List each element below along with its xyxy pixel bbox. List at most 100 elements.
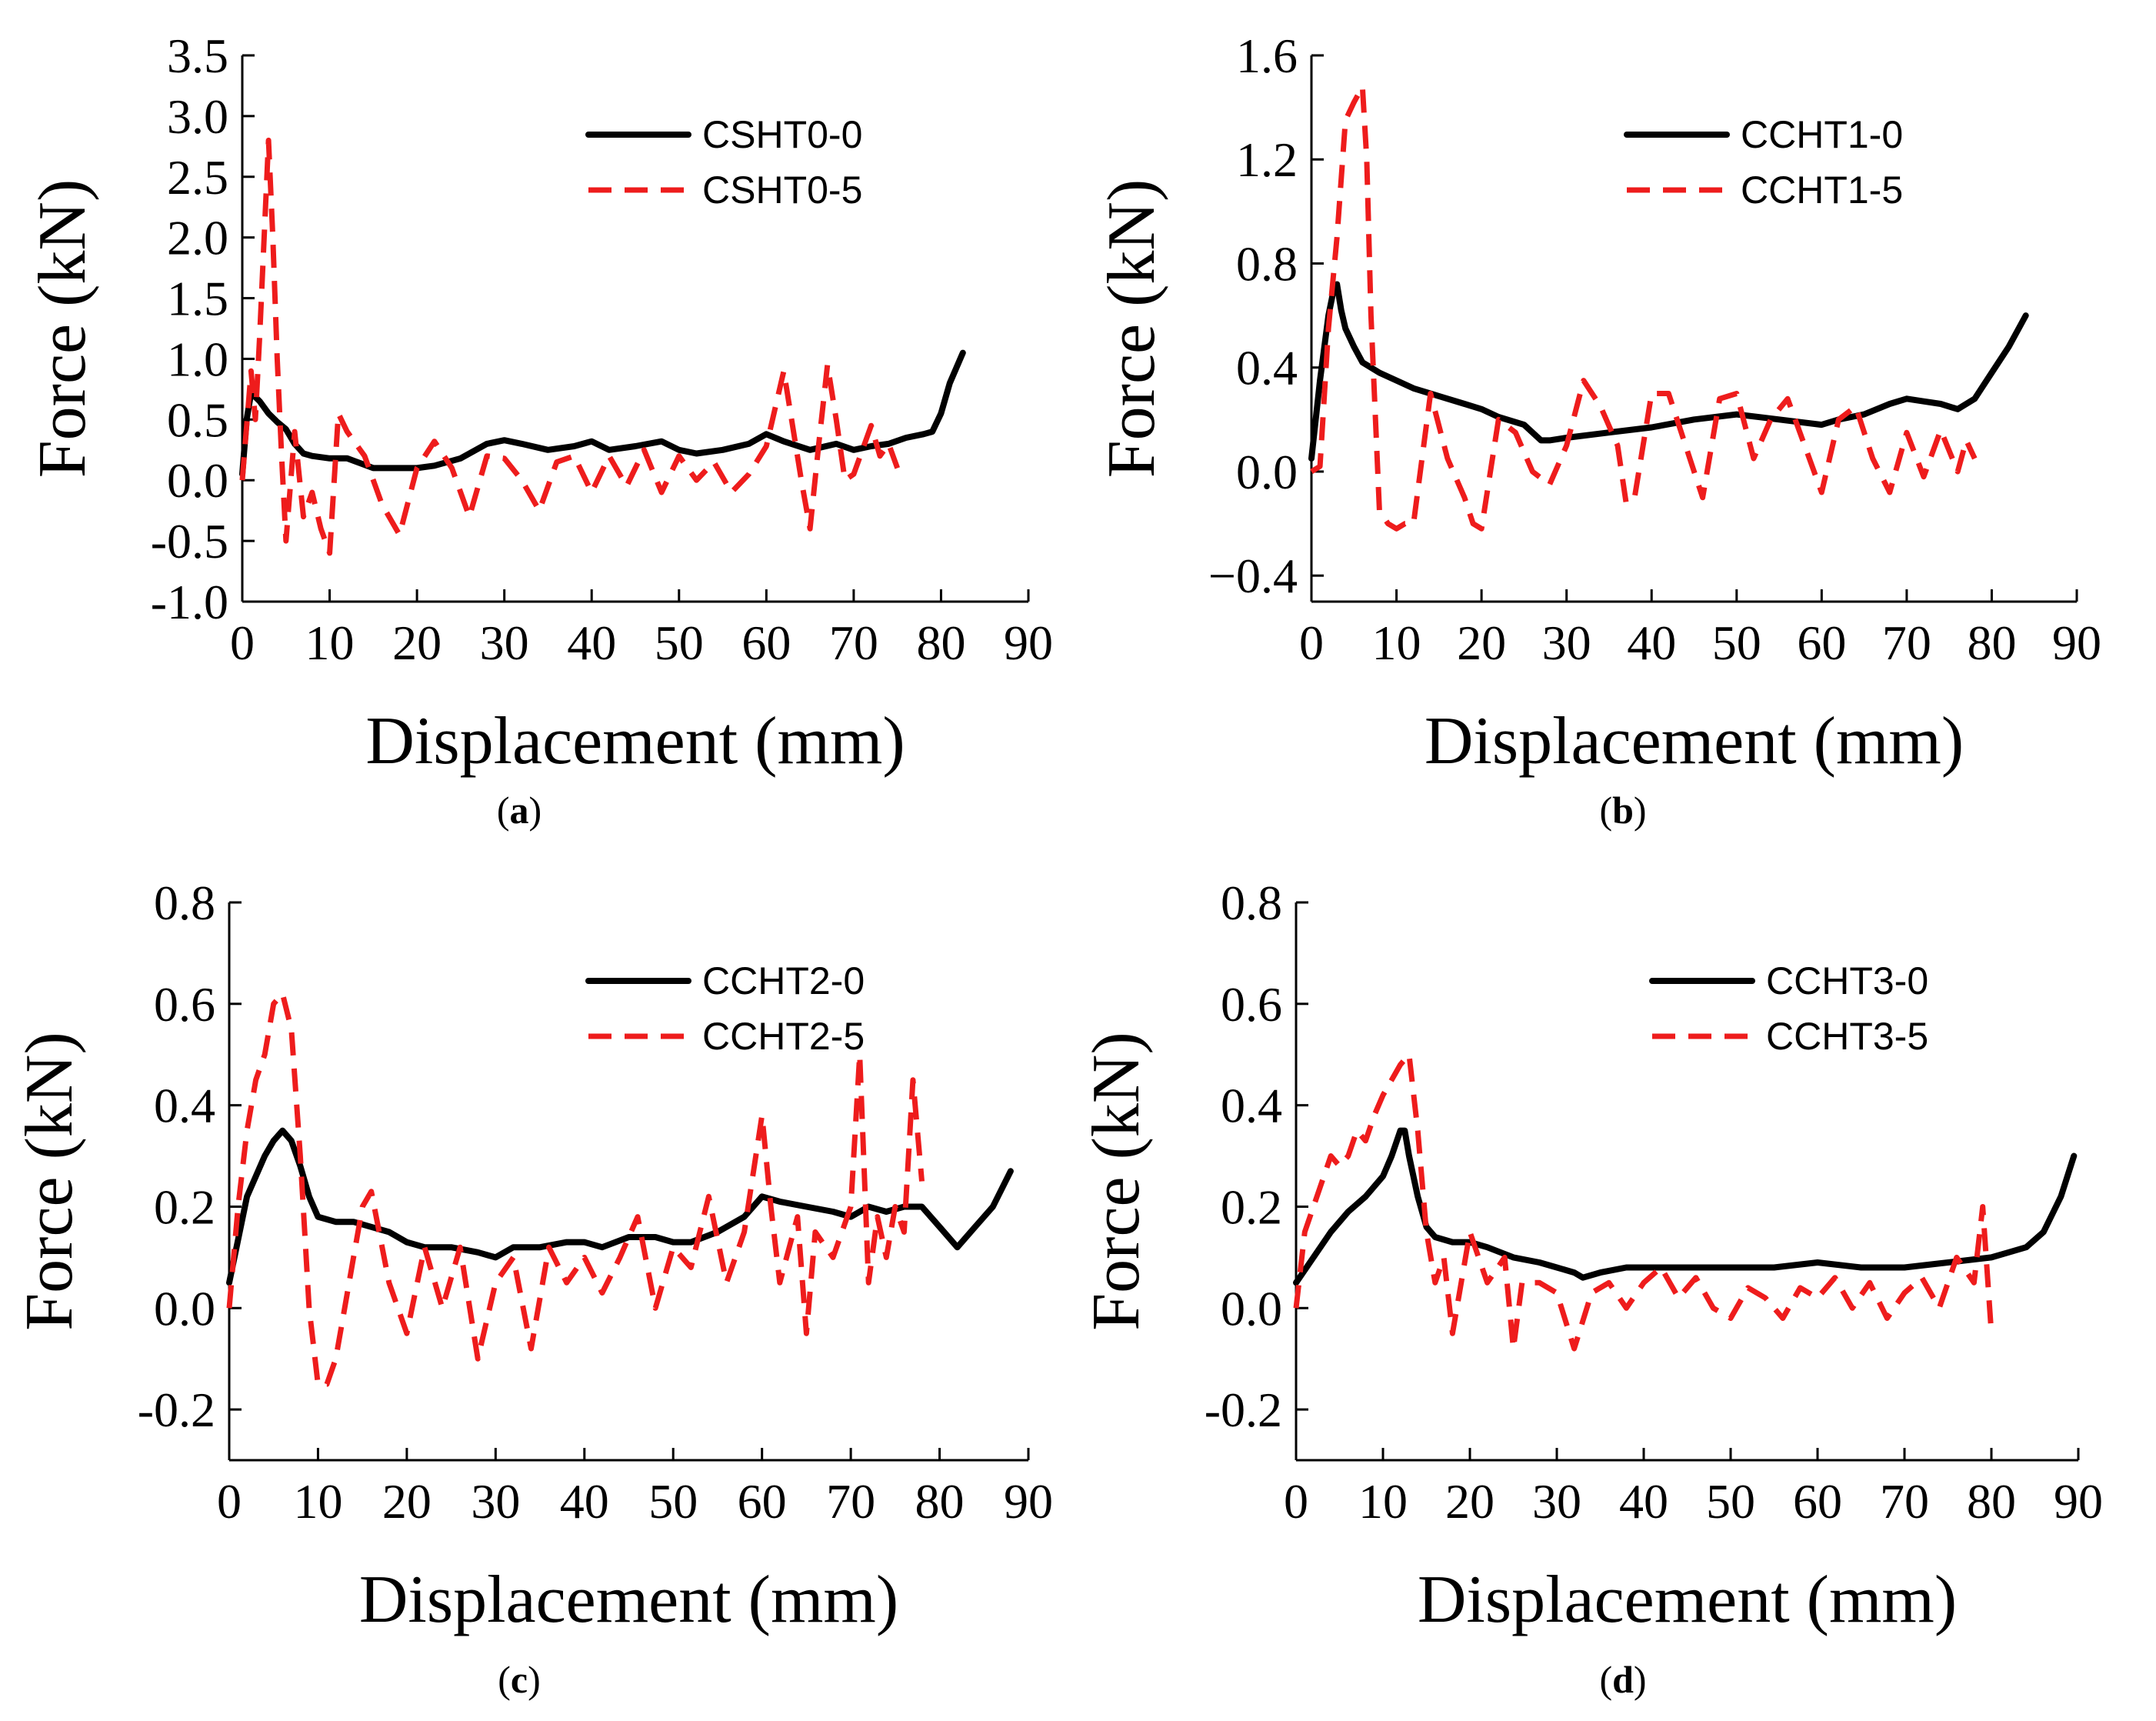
legend-label: CCHT3-5 [1766, 1015, 1928, 1058]
legend-label: CSHT0-0 [702, 113, 862, 156]
x-tick-label: 40 [560, 1474, 609, 1529]
y-tick-label: -0.2 [1205, 1382, 1282, 1437]
x-tick-label: 70 [826, 1474, 875, 1529]
panel-label: (b) [1599, 789, 1646, 832]
x-tick-label: 60 [1797, 615, 1846, 670]
y-tick-label: 0.8 [1221, 876, 1282, 930]
series-line-CCHT1-0 [1308, 281, 2029, 462]
legend-label: CCHT2-0 [702, 959, 865, 1002]
x-tick-label: 20 [1445, 1474, 1495, 1529]
x-tick-label: 50 [1712, 615, 1761, 670]
y-tick-label: -1.0 [151, 575, 228, 629]
x-tick-label: 30 [1532, 1474, 1581, 1529]
y-axis-title: Force (kN) [25, 179, 100, 479]
x-tick-label: 20 [1457, 615, 1506, 670]
y-tick-label: 1.6 [1236, 28, 1298, 83]
x-tick-label: 30 [1542, 615, 1591, 670]
x-tick-label: 60 [1793, 1474, 1842, 1529]
x-tick-label: 10 [1372, 615, 1421, 670]
x-tick-label: 60 [741, 615, 791, 670]
y-tick-label: 0.0 [154, 1281, 215, 1336]
x-tick-label: 20 [392, 615, 442, 670]
x-tick-label: 90 [1004, 1474, 1053, 1529]
x-tick-label: 30 [480, 615, 529, 670]
y-tick-label: 0.4 [154, 1079, 215, 1133]
x-tick-label: 20 [382, 1474, 432, 1529]
series-line-CCHT3-5 [1293, 1052, 1994, 1352]
y-tick-label: 0.5 [167, 392, 228, 447]
y-tick-label: 0.8 [1236, 236, 1298, 291]
y-axis-title: Force (kN) [12, 1032, 87, 1331]
y-tick-label: 1.0 [167, 332, 228, 386]
x-tick-label: 0 [1299, 615, 1324, 670]
x-tick-label: 30 [471, 1474, 520, 1529]
x-tick-label: 80 [916, 615, 965, 670]
x-tick-label: 70 [829, 615, 878, 670]
x-tick-label: 50 [655, 615, 704, 670]
legend: CCHT2-0 CCHT2-5 [585, 959, 865, 1058]
y-tick-label: 1.5 [167, 272, 228, 326]
y-tick-label: 1.2 [1236, 132, 1298, 187]
y-tick-label: 0.4 [1236, 341, 1298, 395]
panel-label: (d) [1599, 1658, 1646, 1701]
series-line-CCHT2-5 [226, 991, 925, 1387]
y-tick-label: -0.5 [151, 514, 228, 569]
y-tick-label: -0.2 [138, 1382, 215, 1437]
x-tick-label: 90 [2054, 1474, 2103, 1529]
x-tick-label: 90 [1004, 615, 1053, 670]
y-tick-label: 3.0 [167, 89, 228, 144]
y-tick-label: 0.6 [154, 977, 215, 1032]
x-axis-title: Displacement (mm) [359, 1563, 898, 1637]
x-tick-label: 80 [915, 1474, 965, 1529]
series-line-CCHT1-5 [1310, 84, 1978, 532]
legend-label: CCHT3-0 [1766, 959, 1928, 1002]
x-tick-label: 40 [1619, 1474, 1668, 1529]
chart-panel-b: −0.4 0.0 0.4 0.8 1.2 1.6 0 10 20 30 40 50 60 70 80 90 Di… [1095, 28, 2101, 832]
y-tick-label: 0.0 [167, 453, 228, 508]
series-line-CSHT0-0 [239, 349, 966, 478]
x-tick-label: 40 [1627, 615, 1676, 670]
legend-label: CCHT1-5 [1741, 168, 1903, 212]
x-tick-label: 50 [1706, 1474, 1755, 1529]
x-tick-label: 10 [305, 615, 355, 670]
chart-panel-a: -1.0 -0.5 0.0 0.5 1.0 1.5 2.0 2.5 3.0 3.5 0 10 20 30 4… [25, 28, 1053, 832]
x-tick-label: 10 [293, 1474, 342, 1529]
x-tick-label: 80 [1967, 615, 2016, 670]
panel-label: (a) [497, 789, 541, 832]
x-tick-label: 0 [1284, 1474, 1308, 1529]
y-tick-label: 0.2 [1221, 1179, 1282, 1234]
x-tick-label: 70 [1880, 1474, 1929, 1529]
legend-label: CSHT0-5 [702, 168, 862, 212]
x-tick-label: 0 [217, 1474, 242, 1529]
y-tick-label: 0.0 [1236, 445, 1298, 499]
legend: CCHT1-0 CCHT1-5 [1624, 113, 1903, 212]
x-tick-label: 10 [1358, 1474, 1408, 1529]
legend-label: CCHT2-5 [702, 1015, 865, 1058]
x-tick-label: 0 [230, 615, 255, 670]
panel-label: (c) [498, 1658, 541, 1701]
y-axis-title: Force (kN) [1079, 1032, 1154, 1331]
x-axis-title: Displacement (mm) [365, 704, 905, 779]
y-tick-label: 0.2 [154, 1179, 215, 1234]
x-tick-label: 40 [567, 615, 616, 670]
y-tick-label: 0.4 [1221, 1079, 1282, 1133]
x-tick-label: 60 [738, 1474, 787, 1529]
series-line-CCHT2-0 [226, 1127, 1014, 1286]
x-axis-title: Displacement (mm) [1418, 1563, 1957, 1637]
y-tick-label: 0.6 [1221, 977, 1282, 1032]
y-tick-label: 0.8 [154, 876, 215, 930]
x-tick-label: 80 [1967, 1474, 2016, 1529]
y-tick-label: 0.0 [1221, 1281, 1282, 1336]
x-axis-title: Displacement (mm) [1425, 704, 1964, 779]
x-tick-label: 90 [2052, 615, 2101, 670]
x-tick-label: 50 [648, 1474, 698, 1529]
chart-panel-d: -0.2 0.0 0.2 0.4 0.6 0.8 0 10 20 30 40 50 60 70 80 90 Di… [1079, 876, 2103, 1701]
legend: CSHT0-0 CSHT0-5 [585, 113, 862, 212]
y-tick-label: −0.4 [1208, 549, 1298, 603]
x-tick-label: 70 [1882, 615, 1931, 670]
chart-panel-c: -0.2 0.0 0.2 0.4 0.6 0.8 0 10 20 30 40 50 60 70 80 90 Di… [12, 876, 1053, 1701]
legend: CCHT3-0 CCHT3-5 [1649, 959, 1928, 1058]
y-tick-label: 2.5 [167, 150, 228, 205]
y-tick-label: 2.0 [167, 211, 228, 265]
